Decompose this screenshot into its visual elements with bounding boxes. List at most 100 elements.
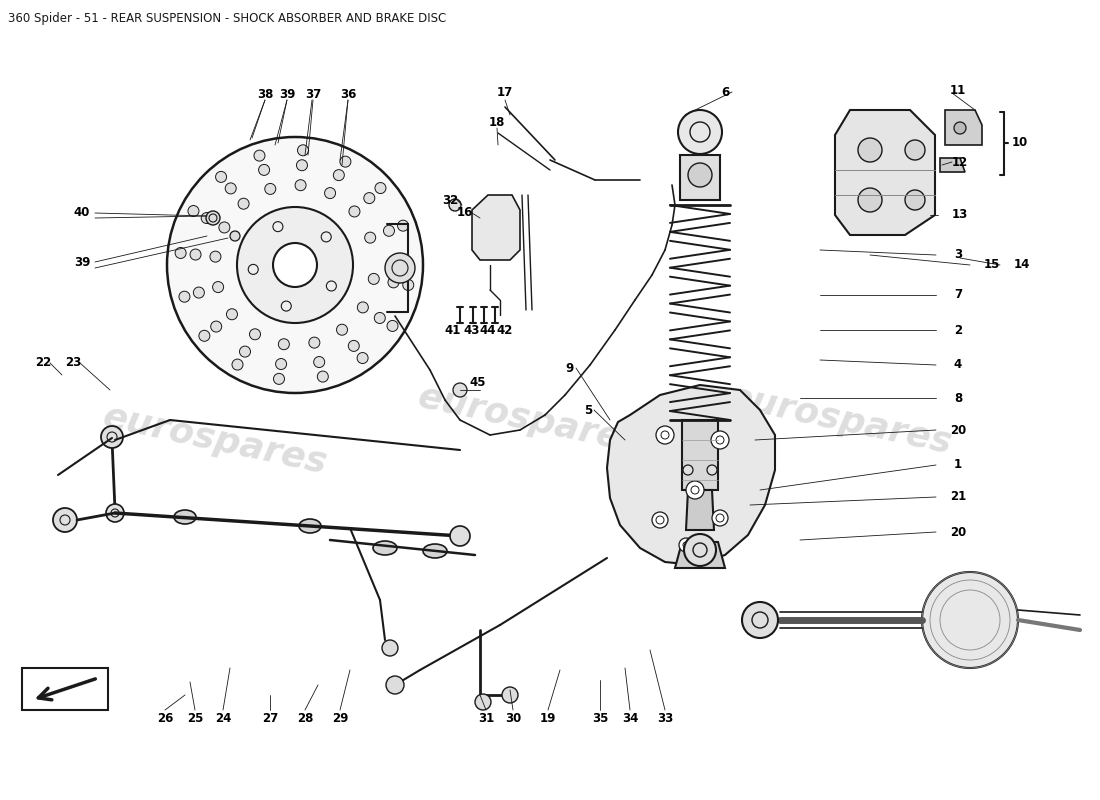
Polygon shape: [472, 195, 520, 260]
Text: 30: 30: [505, 711, 521, 725]
Circle shape: [374, 313, 385, 323]
Text: 16: 16: [456, 206, 473, 219]
Text: 34: 34: [621, 711, 638, 725]
Circle shape: [684, 534, 716, 566]
Polygon shape: [835, 110, 935, 235]
Circle shape: [227, 309, 238, 320]
Circle shape: [382, 640, 398, 656]
Circle shape: [384, 226, 395, 236]
Circle shape: [317, 371, 328, 382]
Text: 18: 18: [488, 115, 505, 129]
Text: 8: 8: [954, 391, 962, 405]
Circle shape: [403, 279, 414, 290]
Polygon shape: [680, 155, 720, 200]
Text: 2: 2: [954, 323, 962, 337]
Text: 31: 31: [477, 711, 494, 725]
Circle shape: [858, 138, 882, 162]
Polygon shape: [945, 110, 982, 145]
Circle shape: [358, 302, 368, 313]
Ellipse shape: [299, 519, 321, 533]
Circle shape: [276, 358, 287, 370]
Text: 5: 5: [584, 403, 592, 417]
Text: 20: 20: [950, 423, 966, 437]
Text: 15: 15: [983, 258, 1000, 271]
Text: 14: 14: [1014, 258, 1031, 271]
Text: 21: 21: [950, 490, 966, 503]
Circle shape: [656, 426, 674, 444]
Text: 27: 27: [262, 711, 278, 725]
Text: 42: 42: [497, 323, 514, 337]
Circle shape: [258, 164, 270, 175]
Circle shape: [232, 359, 243, 370]
Circle shape: [324, 187, 336, 198]
Circle shape: [230, 231, 240, 241]
Circle shape: [226, 183, 236, 194]
Circle shape: [240, 346, 251, 357]
Text: eurospares: eurospares: [415, 380, 646, 460]
Circle shape: [905, 190, 925, 210]
Circle shape: [683, 465, 693, 475]
Circle shape: [385, 253, 415, 283]
Text: 3: 3: [954, 249, 962, 262]
Text: 23: 23: [65, 357, 81, 370]
Text: 32: 32: [442, 194, 458, 206]
Circle shape: [238, 198, 249, 210]
Circle shape: [201, 213, 212, 223]
Text: 43: 43: [464, 323, 481, 337]
Circle shape: [453, 383, 468, 397]
Circle shape: [53, 508, 77, 532]
Text: eurospares: eurospares: [100, 400, 330, 480]
Circle shape: [905, 140, 925, 160]
Circle shape: [711, 431, 729, 449]
Circle shape: [387, 321, 398, 331]
Text: 29: 29: [332, 711, 349, 725]
Polygon shape: [22, 668, 108, 710]
Circle shape: [337, 324, 348, 335]
Circle shape: [712, 510, 728, 526]
Text: eurospares: eurospares: [725, 380, 955, 460]
Text: 19: 19: [540, 711, 557, 725]
Circle shape: [707, 465, 717, 475]
Circle shape: [450, 526, 470, 546]
Text: 28: 28: [297, 711, 313, 725]
Circle shape: [954, 122, 966, 134]
Text: 40: 40: [74, 206, 90, 219]
Ellipse shape: [424, 544, 447, 558]
Circle shape: [216, 171, 227, 182]
Ellipse shape: [390, 243, 410, 293]
Circle shape: [250, 329, 261, 340]
Text: 13: 13: [952, 209, 968, 222]
Circle shape: [297, 160, 308, 170]
Circle shape: [349, 206, 360, 217]
Circle shape: [190, 249, 201, 260]
Circle shape: [388, 277, 399, 288]
Circle shape: [364, 193, 375, 203]
Text: 11: 11: [950, 83, 966, 97]
Circle shape: [167, 137, 424, 393]
Circle shape: [273, 243, 317, 287]
Text: 45: 45: [470, 377, 486, 390]
Text: 6: 6: [720, 86, 729, 98]
Text: 35: 35: [592, 711, 608, 725]
Text: 17: 17: [497, 86, 513, 99]
Text: 33: 33: [657, 711, 673, 725]
Circle shape: [365, 232, 376, 243]
Circle shape: [309, 337, 320, 348]
Ellipse shape: [371, 223, 409, 313]
Circle shape: [333, 170, 344, 181]
Text: 7: 7: [954, 289, 962, 302]
Circle shape: [858, 188, 882, 212]
Circle shape: [206, 211, 220, 225]
Text: 360 Spider - 51 - REAR SUSPENSION - SHOCK ABSORBER AND BRAKE DISC: 360 Spider - 51 - REAR SUSPENSION - SHOC…: [8, 12, 447, 25]
Circle shape: [297, 145, 308, 156]
Ellipse shape: [373, 541, 397, 555]
Polygon shape: [675, 542, 725, 568]
Text: 10: 10: [1012, 137, 1028, 150]
Circle shape: [278, 338, 289, 350]
Circle shape: [652, 512, 668, 528]
Circle shape: [349, 341, 360, 351]
Circle shape: [386, 676, 404, 694]
Circle shape: [101, 426, 123, 448]
Circle shape: [340, 156, 351, 167]
Circle shape: [254, 150, 265, 161]
